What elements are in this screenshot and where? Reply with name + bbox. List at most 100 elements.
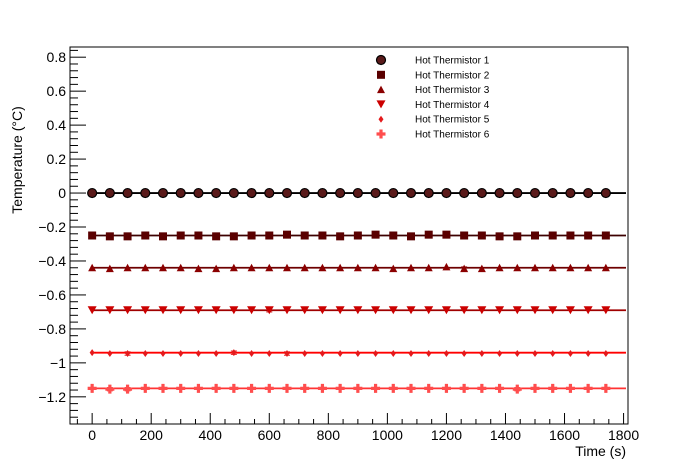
data-point-series-5 [355, 350, 361, 358]
data-point-series-5 [125, 350, 131, 358]
data-point-series-4 [87, 306, 97, 315]
data-point-series-1 [370, 187, 381, 199]
data-point-series-3 [176, 263, 185, 272]
data-point-series-1 [157, 187, 169, 199]
data-point-series-2 [300, 231, 309, 240]
data-point-series-5 [160, 350, 166, 358]
data-point-series-5 [213, 350, 219, 358]
data-point-series-2 [601, 231, 610, 240]
data-point-series-5 [585, 350, 591, 358]
data-point-series-2 [495, 232, 504, 241]
data-point-series-1 [193, 187, 204, 199]
data-point-series-3 [336, 263, 345, 272]
data-point-series-6 [300, 383, 310, 393]
data-point-series-1 [175, 187, 186, 199]
data-point-series-1 [122, 187, 133, 199]
y-tick-label: 0.2 [47, 151, 67, 167]
y-tick-label: −1.2 [38, 389, 66, 405]
data-point-series-5 [461, 350, 467, 358]
data-point-series-5 [532, 350, 538, 358]
data-point-series-2 [318, 231, 327, 240]
x-axis-title: Time (s) [575, 443, 626, 459]
data-point-series-2 [283, 230, 291, 239]
data-point-series-3 [460, 264, 469, 273]
data-point-series-3 [247, 263, 256, 272]
data-point-series-6 [353, 383, 363, 393]
data-point-series-6 [229, 383, 239, 393]
data-point-series-2 [229, 232, 238, 241]
data-point-series-5 [479, 350, 485, 358]
y-tick-label: −1 [50, 355, 66, 371]
legend-marker-6 [376, 129, 386, 139]
x-tick-label: 1400 [490, 427, 521, 443]
data-point-series-1 [583, 187, 594, 199]
data-point-series-6 [176, 383, 186, 393]
data-point-series-3 [424, 263, 433, 272]
data-point-series-4 [123, 306, 133, 315]
data-point-series-2 [212, 232, 221, 241]
data-point-series-2 [548, 231, 557, 240]
x-tick-label: 200 [140, 427, 164, 443]
data-point-series-5 [337, 350, 343, 358]
data-point-series-5 [195, 350, 201, 358]
x-tick-label: 1600 [549, 427, 580, 443]
data-point-series-3 [477, 264, 486, 273]
data-point-series-5 [266, 350, 272, 358]
data-point-series-5 [390, 350, 396, 358]
data-point-series-1 [104, 187, 115, 199]
data-point-series-5 [107, 350, 113, 358]
data-point-series-6 [512, 384, 522, 394]
data-point-series-4 [548, 306, 558, 315]
data-point-series-4 [282, 306, 292, 315]
data-point-series-3 [318, 263, 327, 272]
legend-marker-4 [376, 100, 386, 109]
data-point-series-4 [371, 306, 381, 315]
data-point-series-5 [567, 350, 573, 358]
data-point-series-3 [513, 263, 522, 272]
data-point-series-6 [406, 383, 416, 393]
legend-marker-3 [377, 85, 385, 94]
data-point-series-3 [105, 264, 114, 273]
data-point-series-6 [282, 383, 292, 393]
data-point-series-2 [265, 231, 274, 240]
x-tick-label: 600 [258, 427, 282, 443]
data-point-series-2 [88, 231, 97, 240]
data-point-series-1 [459, 187, 470, 199]
data-point-series-4 [105, 306, 115, 315]
data-point-series-1 [565, 187, 576, 199]
data-point-series-4 [388, 306, 398, 315]
data-point-series-2 [389, 231, 398, 240]
data-point-series-5 [302, 350, 308, 358]
data-point-series-3 [584, 263, 593, 272]
data-point-series-4 [406, 306, 416, 315]
data-point-series-6 [565, 383, 575, 393]
data-point-series-3 [531, 263, 539, 272]
x-tick-label: 1800 [608, 427, 639, 443]
data-point-series-1 [228, 187, 239, 199]
data-point-series-6 [495, 383, 505, 393]
data-point-series-2 [477, 231, 486, 240]
data-point-series-3 [194, 264, 203, 273]
data-point-series-5 [514, 350, 520, 358]
data-point-series-3 [566, 263, 575, 272]
data-point-series-1 [529, 187, 541, 199]
x-tick-label: 400 [199, 427, 223, 443]
data-point-series-3 [283, 263, 291, 272]
data-point-series-1 [494, 187, 505, 199]
data-point-series-6 [548, 383, 558, 393]
data-point-series-3 [159, 263, 167, 272]
x-axis: 0 200 400 600 800 1000 1200 1400 1600 1800 [76, 413, 639, 443]
data-point-series-4 [140, 306, 150, 315]
data-point-series-4 [477, 306, 487, 315]
data-point-series-3 [229, 263, 238, 272]
data-point-series-4 [601, 306, 611, 315]
data-point-series-2 [513, 232, 522, 241]
data-point-series-2 [247, 231, 256, 240]
y-tick-label: −0.4 [38, 253, 66, 269]
data-point-series-1 [547, 187, 558, 199]
legend-label-6: Hot Thermistor 6 [415, 130, 490, 141]
data-point-series-2 [460, 231, 469, 240]
data-point-series-4 [158, 306, 168, 315]
data-point-series-2 [141, 231, 150, 240]
data-point-series-1 [512, 187, 523, 199]
